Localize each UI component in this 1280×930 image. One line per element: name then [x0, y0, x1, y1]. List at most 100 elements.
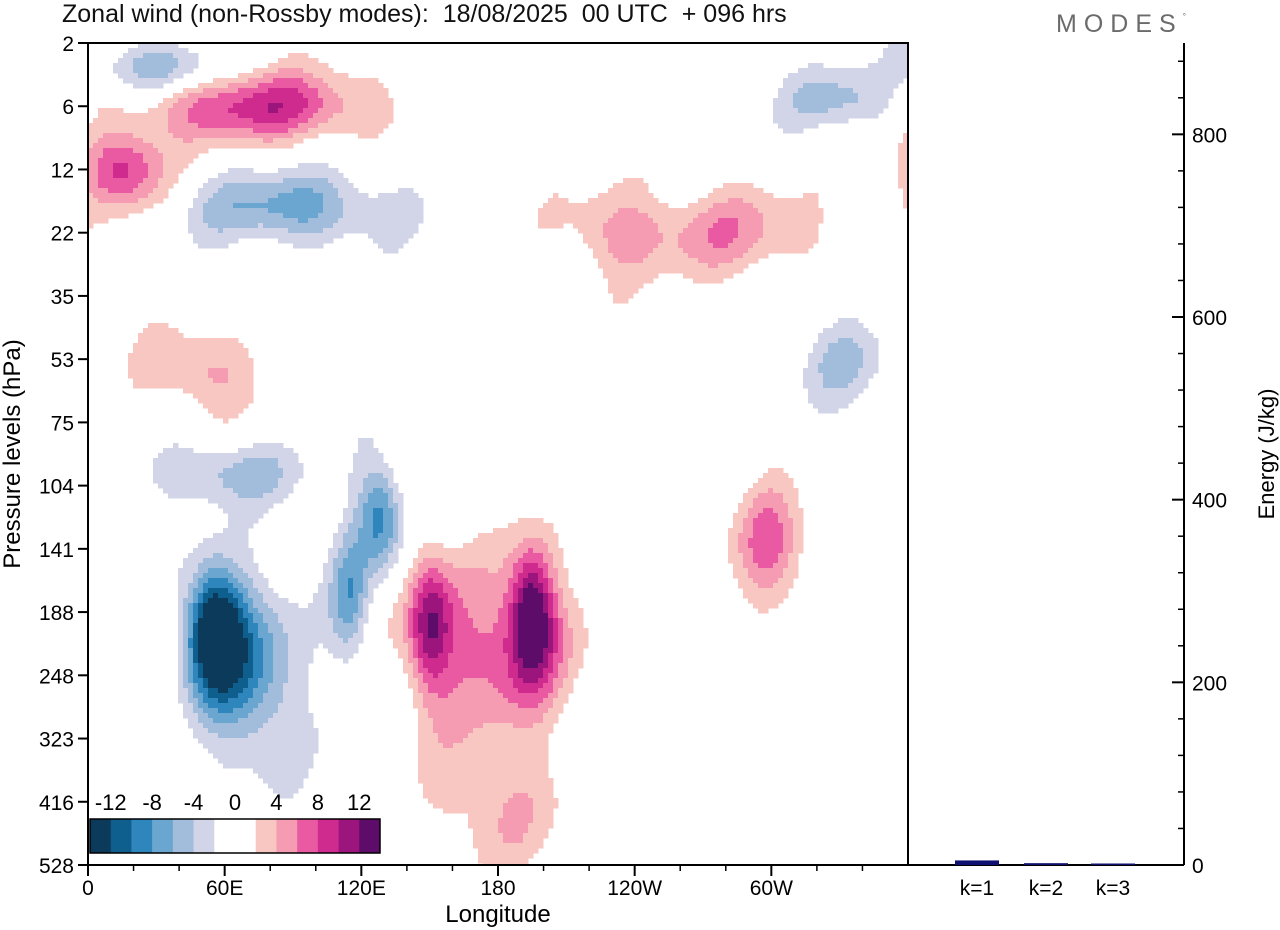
heatmap-cell: [383, 113, 389, 119]
heatmap-cell: [463, 548, 469, 554]
heatmap-cell: [258, 123, 264, 129]
heatmap-cell: [203, 108, 209, 114]
heatmap-cell: [328, 583, 334, 589]
heatmap-cell: [848, 368, 854, 374]
heatmap-cell: [143, 153, 149, 159]
heatmap-cell: [683, 268, 689, 274]
heatmap-cell: [398, 518, 404, 524]
heatmap-cell: [253, 198, 259, 204]
heatmap-cell: [668, 238, 674, 244]
heatmap-cell: [488, 578, 494, 584]
heatmap-cell: [478, 548, 484, 554]
heatmap-cell: [623, 258, 629, 264]
heatmap-cell: [463, 578, 469, 584]
heatmap-cell: [703, 223, 709, 229]
heatmap-cell: [423, 588, 429, 594]
heatmap-cell: [398, 538, 404, 544]
heatmap-cell: [228, 178, 234, 184]
heatmap-cell: [803, 83, 809, 89]
heatmap-cell: [618, 188, 624, 194]
heatmap-cell: [803, 233, 809, 239]
heatmap-cell: [293, 188, 299, 194]
heatmap-cell: [133, 193, 139, 199]
heatmap-cell: [283, 138, 289, 144]
heatmap-cell: [208, 368, 214, 374]
heatmap-cell: [823, 338, 829, 344]
heatmap-cell: [783, 563, 789, 569]
heatmap-cell: [193, 113, 199, 119]
heatmap-cell: [668, 253, 674, 259]
heatmap-cell: [763, 508, 769, 514]
heatmap-cell: [458, 563, 464, 569]
heatmap-cell: [228, 238, 234, 244]
heatmap-cell: [108, 158, 114, 164]
heatmap-cell: [158, 368, 164, 374]
heatmap-cell: [133, 178, 139, 184]
heatmap-cell: [893, 73, 899, 79]
heatmap-cell: [228, 353, 234, 359]
heatmap-cell: [198, 578, 204, 584]
heatmap-cell: [393, 523, 399, 529]
heatmap-cell: [383, 98, 389, 104]
heatmap-cell: [228, 88, 234, 94]
heatmap-cell: [338, 173, 344, 179]
heatmap-cell: [748, 243, 754, 249]
heatmap-cell: [888, 63, 894, 69]
heatmap-cell: [368, 578, 374, 584]
heatmap-cell: [193, 463, 199, 469]
heatmap-cell: [363, 208, 369, 214]
heatmap-cell: [723, 208, 729, 214]
heatmap-cell: [843, 103, 849, 109]
heatmap-cell: [98, 163, 104, 169]
heatmap-cell: [268, 138, 274, 144]
heatmap-cell: [223, 528, 229, 534]
heatmap-cell: [263, 83, 269, 89]
heatmap-cell: [623, 253, 629, 259]
heatmap-cell: [258, 588, 264, 594]
heatmap-cell: [298, 188, 304, 194]
heatmap-cell: [133, 368, 139, 374]
heatmap-cell: [248, 183, 254, 189]
heatmap-cell: [853, 348, 859, 354]
heatmap-cell: [223, 233, 229, 239]
heatmap-cell: [368, 473, 374, 479]
heatmap-cell: [313, 133, 319, 139]
heatmap-cell: [108, 178, 114, 184]
heatmap-cell: [268, 498, 274, 504]
heatmap-cell: [758, 488, 764, 494]
heatmap-cell: [193, 213, 199, 219]
heatmap-cell: [688, 258, 694, 264]
heatmap-cell: [358, 598, 364, 604]
heatmap-cell: [398, 593, 404, 599]
heatmap-cell: [223, 488, 229, 494]
heatmap-cell: [348, 483, 354, 489]
heatmap-cell: [378, 238, 384, 244]
heatmap-cell: [128, 113, 134, 119]
heatmap-cell: [163, 48, 169, 54]
heatmap-cell: [193, 378, 199, 384]
heatmap-cell: [493, 558, 499, 564]
heatmap-cell: [543, 598, 549, 604]
heatmap-cell: [778, 518, 784, 524]
heatmap-cell: [348, 523, 354, 529]
heatmap-cell: [398, 508, 404, 514]
heatmap-cell: [318, 78, 324, 84]
heatmap-cell: [273, 103, 279, 109]
heatmap-cell: [648, 218, 654, 224]
heatmap-cell: [358, 483, 364, 489]
heatmap-cell: [373, 118, 379, 124]
heatmap-cell: [723, 248, 729, 254]
heatmap-cell: [288, 478, 294, 484]
heatmap-cell: [623, 263, 629, 269]
heatmap-cell: [238, 543, 244, 549]
heatmap-cell: [428, 593, 434, 599]
heatmap-cell: [833, 408, 839, 414]
heatmap-cell: [263, 78, 269, 84]
heatmap-cell: [298, 108, 304, 114]
heatmap-cell: [173, 148, 179, 154]
heatmap-cell: [138, 138, 144, 144]
heatmap-cell: [763, 518, 769, 524]
heatmap-cell: [208, 393, 214, 399]
heatmap-cell: [158, 108, 164, 114]
heatmap-cell: [638, 253, 644, 259]
